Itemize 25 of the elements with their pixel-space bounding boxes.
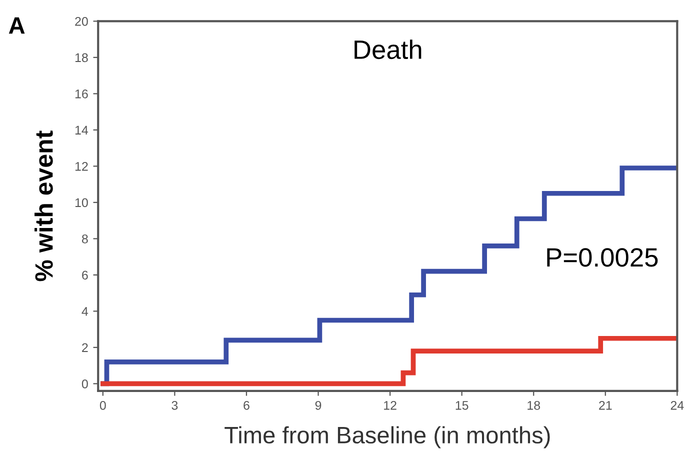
x-tick-label: 3: [172, 400, 178, 410]
y-tick-label: 4: [82, 307, 88, 316]
y-tick-label: 8: [82, 234, 88, 244]
x-axis-title: Time from Baseline (in months): [224, 426, 550, 448]
y-tick-label: 14: [75, 126, 88, 134]
y-axis-title: % with event: [34, 130, 53, 282]
x-tick-label: 9: [315, 400, 322, 410]
y-tick-label: 2: [82, 343, 88, 352]
x-tick-label: 12: [384, 400, 396, 410]
x-tick-label: 24: [670, 400, 684, 410]
x-tick-label: 18: [528, 400, 540, 410]
y-tick-label: 10: [75, 198, 88, 208]
x-tick-label: 21: [599, 400, 612, 410]
y-tick-label: 20: [75, 16, 88, 26]
y-tick-label: 6: [82, 270, 88, 280]
annotation: P=0.0025: [547, 248, 658, 267]
y-tick-label: 0: [82, 379, 88, 388]
y-tick-label: 18: [75, 53, 88, 62]
y-tick-label: 12: [75, 162, 88, 171]
text: A: [8, 17, 25, 34]
y-tick-label: 16: [75, 89, 88, 98]
x-tick-label: 0: [100, 400, 106, 410]
x-tick-label: 6: [244, 400, 250, 410]
x-tick-label: 15: [456, 401, 468, 410]
text: Death: [354, 40, 422, 60]
